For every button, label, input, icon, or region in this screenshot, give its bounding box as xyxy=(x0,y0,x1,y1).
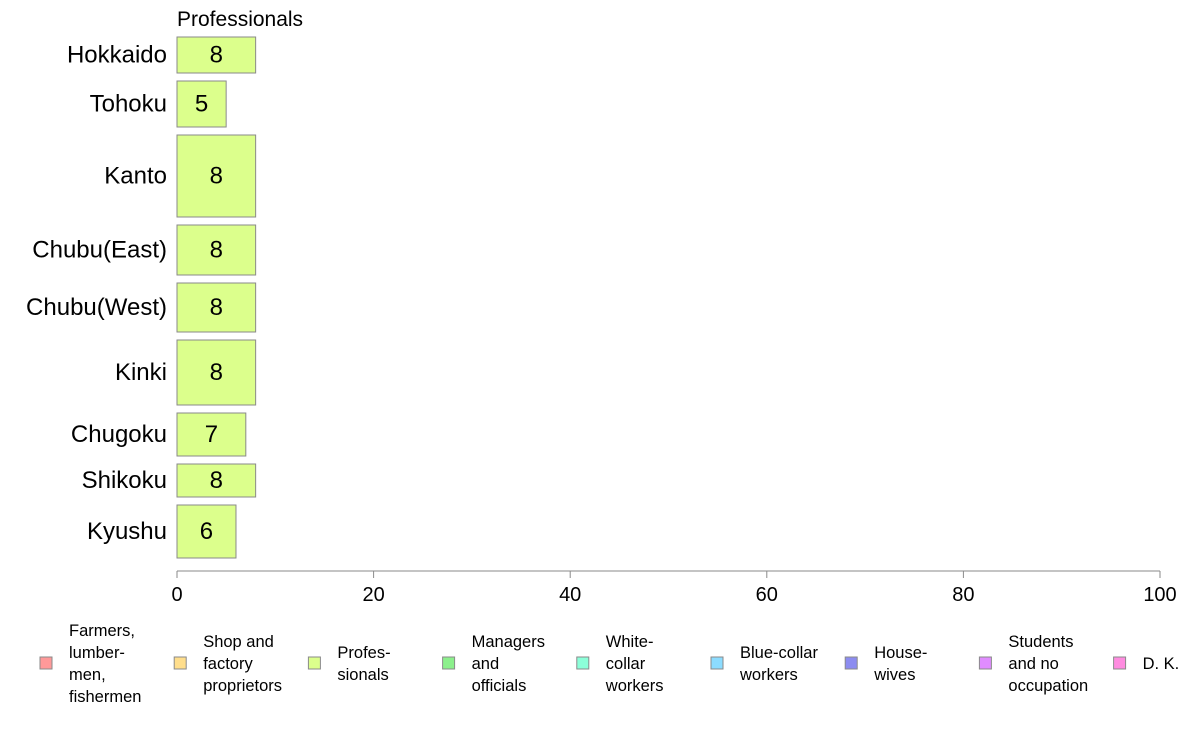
legend-swatch xyxy=(307,656,321,670)
legend-swatch xyxy=(1113,656,1127,670)
category-label: Shikoku xyxy=(82,467,167,494)
x-tick-label: 0 xyxy=(171,584,182,606)
category-label: Tohoku xyxy=(90,91,167,118)
bar-value-label: 5 xyxy=(195,91,208,118)
bar-kyushu xyxy=(176,504,237,559)
category-label: Chubu(East) xyxy=(32,237,167,264)
x-tick-label: 100 xyxy=(1143,584,1176,606)
legend-label: Students xyxy=(1008,633,1073,651)
legend-item: Shop and factory proprietors xyxy=(173,633,282,695)
legend-item: Profes-sionals xyxy=(307,644,391,684)
bar-value-label: 8 xyxy=(210,163,223,190)
bar-value-label: 8 xyxy=(210,467,223,494)
legend-item: Farmers, lumber-men, fishermen xyxy=(39,622,141,706)
bar-hokkaido xyxy=(176,36,257,74)
panel-title: Professionals xyxy=(177,8,303,31)
x-tick-label: 20 xyxy=(362,584,384,606)
legend-swatch xyxy=(442,656,456,670)
legend-label: sionals xyxy=(337,666,388,684)
legend-label: proprietors xyxy=(203,677,282,695)
legend-item: Students and no occupation xyxy=(978,633,1088,695)
category-label: Kyushu xyxy=(87,518,167,545)
x-tick-label: 40 xyxy=(559,584,581,606)
category-label: Kinki xyxy=(115,359,167,386)
legend-item: House-wives xyxy=(844,644,927,684)
bars: 8 Hokkaido 5 Tohoku 8 Kanto 8 Chubu(East) 8 Chubu… xyxy=(26,36,257,559)
bar-value-label: 8 xyxy=(210,294,223,321)
bar-shikoku xyxy=(176,463,257,498)
bar-value-label: 8 xyxy=(210,237,223,264)
legend-label: Farmers, xyxy=(69,622,135,640)
legend-item: D. K. xyxy=(1113,655,1180,673)
legend-swatch xyxy=(844,656,858,670)
bar-chubu-west xyxy=(176,282,257,333)
legend-label: officials xyxy=(472,677,527,695)
legend-label: workers xyxy=(739,666,798,684)
bar-chubu-east xyxy=(176,224,257,276)
bar-value-label: 7 xyxy=(205,421,218,448)
bar-kanto xyxy=(176,134,257,218)
category-label: Chubu(West) xyxy=(26,294,167,321)
legend-label: fishermen xyxy=(69,688,141,706)
x-axis: 0 20 40 60 80 100 xyxy=(171,570,1177,606)
legend-label: House- xyxy=(874,644,927,662)
legend-label: factory xyxy=(203,655,253,673)
legend-label: men, xyxy=(69,666,106,684)
bar-value-label: 6 xyxy=(200,518,213,545)
legend-swatch xyxy=(576,656,590,670)
legend-label: D. K. xyxy=(1143,655,1180,673)
bar-tohoku xyxy=(176,80,227,128)
legend-label: lumber- xyxy=(69,644,125,662)
x-tick-label: 60 xyxy=(756,584,778,606)
legend-label: and xyxy=(472,655,500,673)
legend-label: Profes- xyxy=(337,644,390,662)
legend-label: White- xyxy=(606,633,654,651)
legend-label: Blue-collar xyxy=(740,644,818,662)
legend-swatch xyxy=(710,656,724,670)
legend-label: Managers xyxy=(472,633,545,651)
legend-label: collar xyxy=(606,655,646,673)
legend-label: and no xyxy=(1008,655,1058,673)
bar-value-label: 8 xyxy=(210,359,223,386)
legend-label: wives xyxy=(873,666,915,684)
bar-value-label: 8 xyxy=(210,42,223,69)
category-label: Hokkaido xyxy=(67,42,167,69)
legend-label: Shop and xyxy=(203,633,274,651)
x-tick-label: 80 xyxy=(952,584,974,606)
legend: Farmers, lumber-men, fishermen Shop and fact… xyxy=(39,622,1180,706)
bar-chugoku xyxy=(176,412,247,457)
category-label: Kanto xyxy=(104,163,167,190)
legend-label: occupation xyxy=(1008,677,1088,695)
legend-item: White-collar workers xyxy=(576,633,664,695)
legend-swatch xyxy=(978,656,992,670)
legend-label: workers xyxy=(605,677,664,695)
legend-swatch xyxy=(39,656,53,670)
category-label: Chugoku xyxy=(71,421,167,448)
legend-item: Managers and officials xyxy=(442,633,545,695)
bar-kinki xyxy=(176,339,257,406)
legend-item: Blue-collar workers xyxy=(710,644,818,684)
legend-swatch xyxy=(173,656,187,670)
